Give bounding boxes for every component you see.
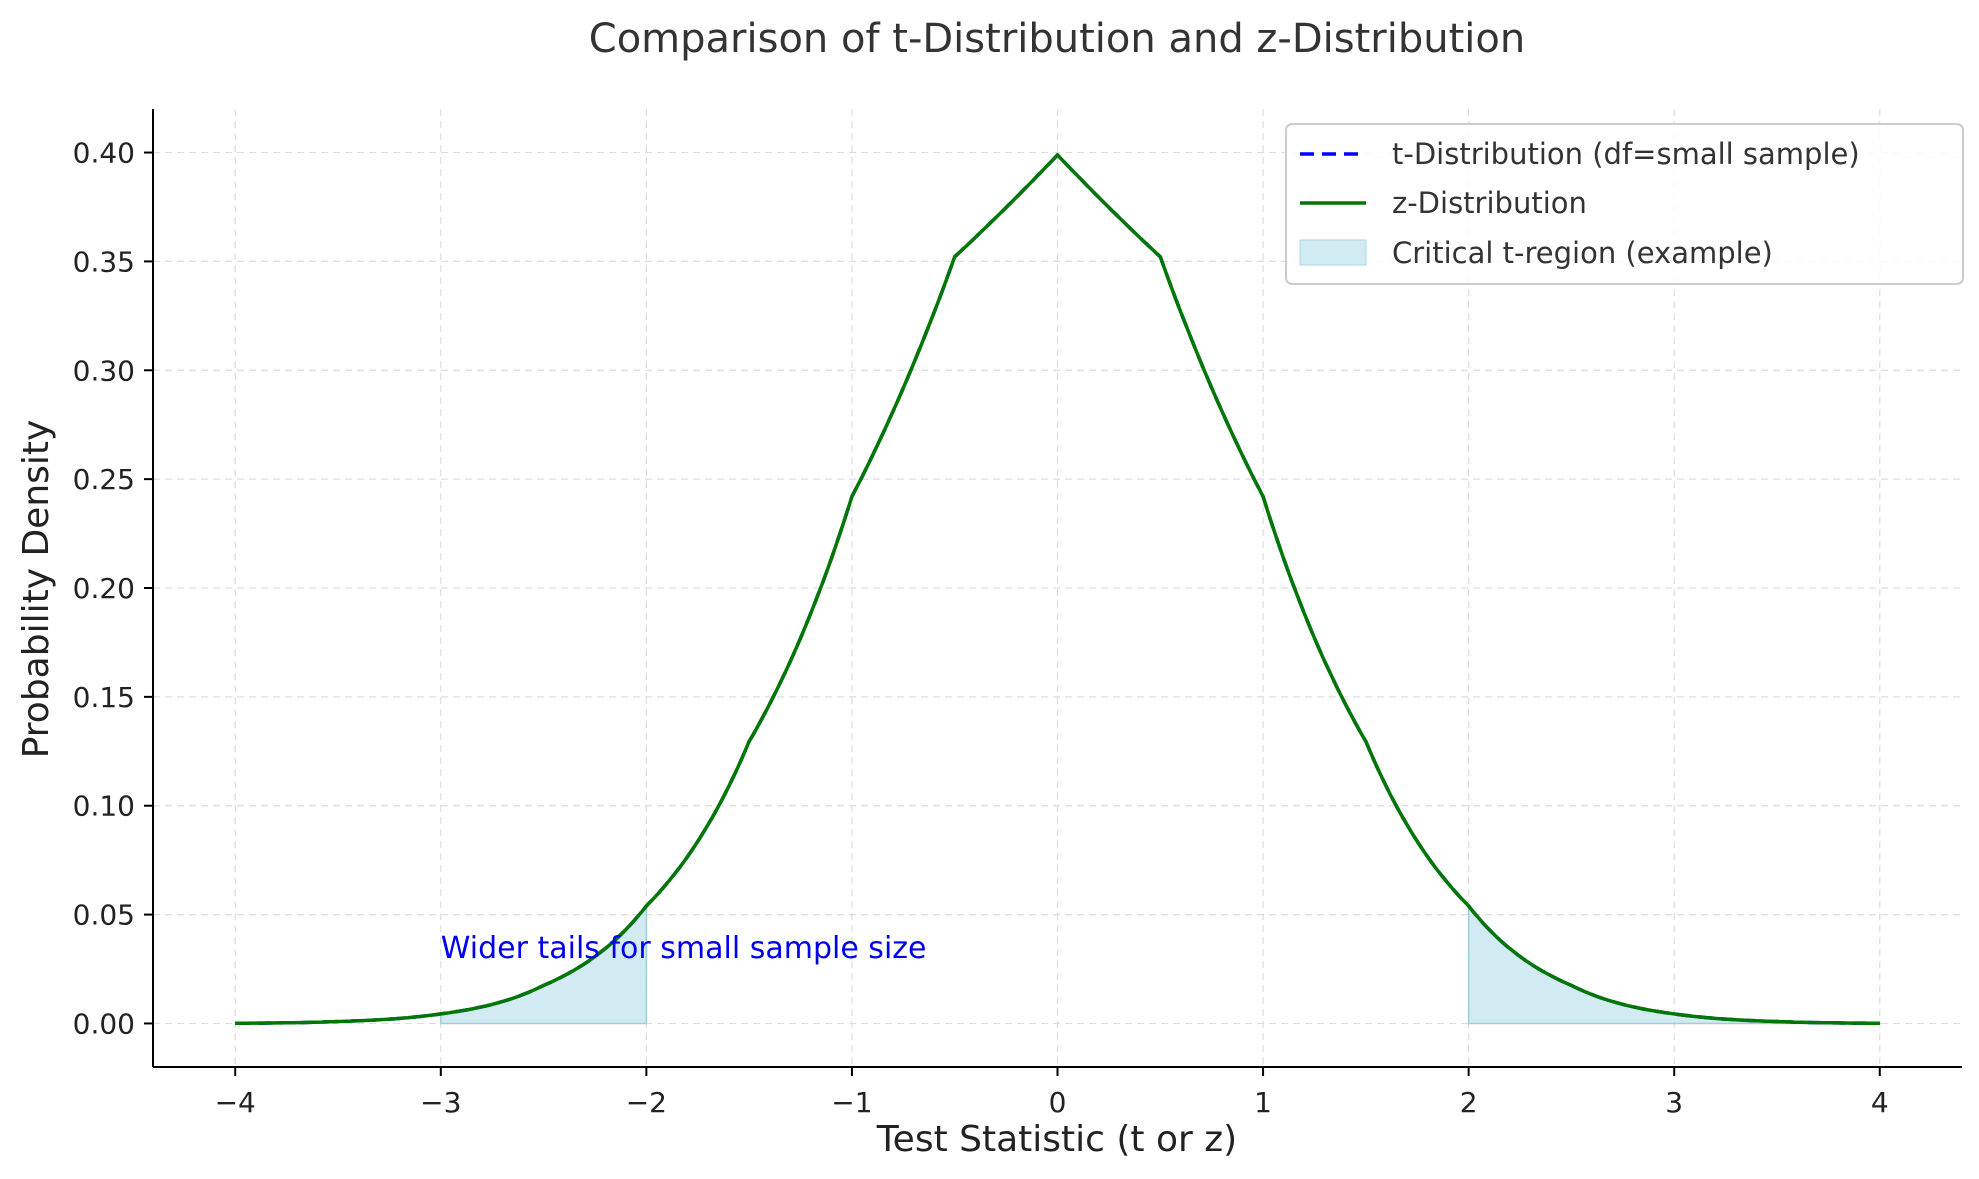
legend: t-Distribution (df=small sample) z-Distr… bbox=[1285, 123, 1964, 285]
legend-label-z-distribution: z-Distribution bbox=[1392, 186, 1587, 220]
x-tick-label: −3 bbox=[420, 1086, 461, 1119]
legend-frame bbox=[1285, 123, 1964, 285]
series-lines bbox=[235, 153, 1880, 1025]
x-axis-label: Test Statistic (t or z) bbox=[876, 1119, 1237, 1160]
x-tick-label: −1 bbox=[831, 1086, 872, 1119]
y-axis-label: Probability Density bbox=[16, 420, 57, 759]
legend-label-t-distribution: t-Distribution (df=small sample) bbox=[1392, 137, 1860, 171]
x-tick-label: 4 bbox=[1871, 1086, 1889, 1119]
y-tick-label: 0.00 bbox=[73, 1007, 135, 1040]
legend-swatch-critical-region bbox=[1299, 239, 1367, 266]
x-tick-label: 2 bbox=[1460, 1086, 1478, 1119]
annotation-text: Wider tails for small sample size bbox=[441, 931, 927, 966]
y-tick-label: 0.40 bbox=[73, 137, 135, 170]
y-tick-label: 0.35 bbox=[73, 245, 135, 278]
y-tick-label: 0.15 bbox=[73, 681, 135, 714]
y-tick-label: 0.25 bbox=[73, 463, 135, 496]
x-tick-label: −4 bbox=[215, 1086, 256, 1119]
y-tick-label: 0.10 bbox=[73, 790, 135, 823]
x-tick-label: 3 bbox=[1665, 1086, 1683, 1119]
legend-label-critical-region: Critical t-region (example) bbox=[1392, 236, 1773, 270]
x-tick-label: −2 bbox=[626, 1086, 667, 1119]
y-tick-label: 0.20 bbox=[73, 572, 135, 605]
chart-title: Comparison of t-Distribution and z-Distr… bbox=[589, 16, 1525, 62]
ticks: −4 −3 −2 −1 0 1 2 3 4 0.00 0.05 0.10 0.15 0.20 0.25 0.3… bbox=[73, 137, 1889, 1119]
x-tick-label: 1 bbox=[1254, 1086, 1272, 1119]
x-tick-label: 0 bbox=[1049, 1086, 1067, 1119]
y-tick-label: 0.30 bbox=[73, 354, 135, 387]
series-line-z-distribution bbox=[235, 153, 1880, 1025]
y-tick-label: 0.05 bbox=[73, 899, 135, 932]
